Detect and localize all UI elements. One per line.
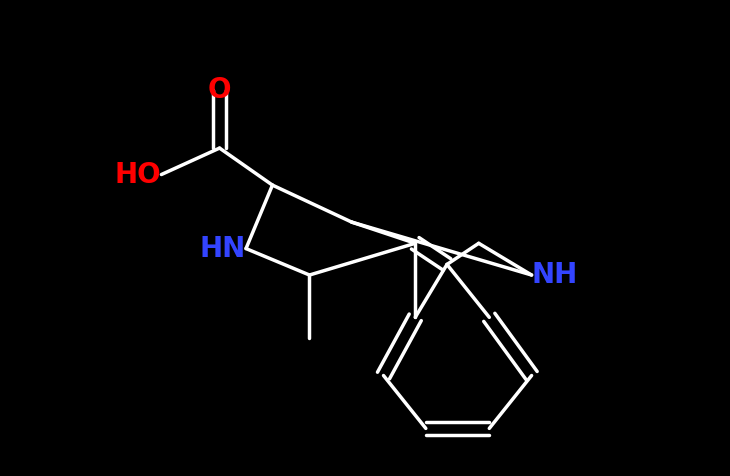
Text: HN: HN	[200, 235, 246, 263]
Text: HO: HO	[115, 160, 161, 188]
Text: NH: NH	[531, 261, 578, 289]
Text: O: O	[208, 76, 231, 104]
